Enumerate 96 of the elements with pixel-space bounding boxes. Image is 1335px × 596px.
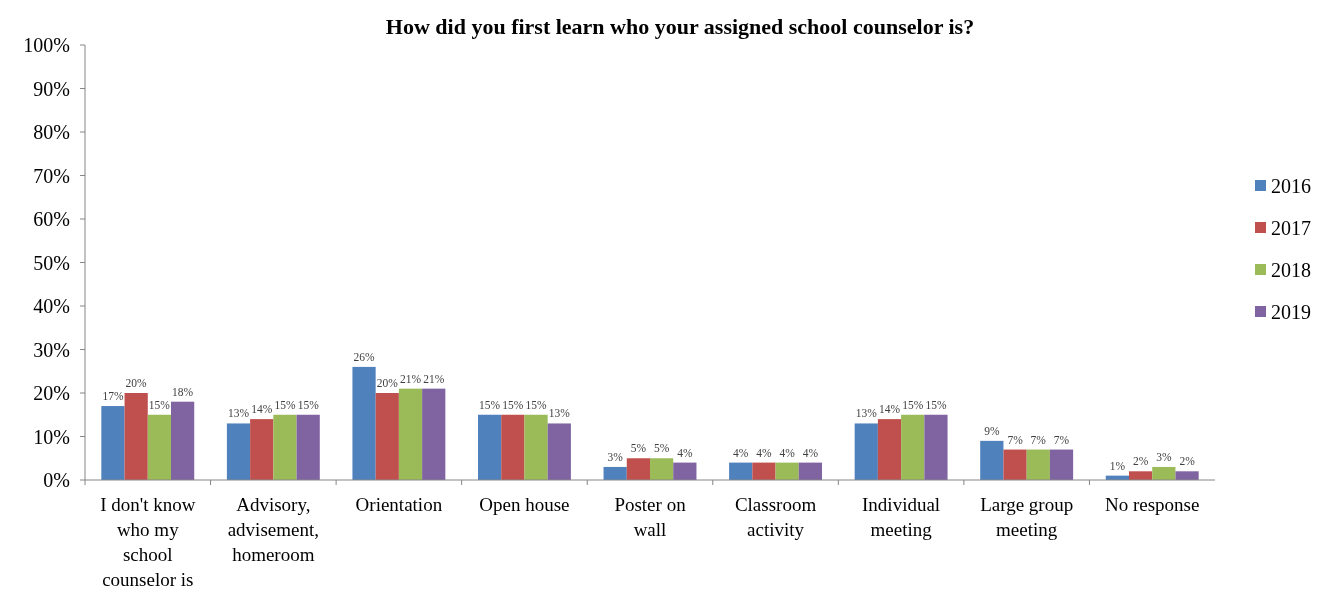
y-tick-label: 80% bbox=[33, 121, 70, 143]
data-label: 15% bbox=[274, 398, 296, 411]
bar bbox=[1049, 449, 1074, 480]
bar bbox=[524, 414, 548, 480]
bar bbox=[477, 414, 502, 480]
y-tick-label: 100% bbox=[23, 34, 70, 56]
data-label: 15% bbox=[525, 398, 548, 411]
y-tick-label: 20% bbox=[33, 382, 70, 404]
bar bbox=[501, 414, 525, 480]
data-label: 15% bbox=[902, 398, 924, 411]
x-tick-label: Poster on wall bbox=[614, 494, 687, 540]
bar bbox=[273, 414, 297, 480]
y-tick-label: 90% bbox=[33, 77, 70, 100]
bar bbox=[626, 458, 650, 480]
data-label: 17% bbox=[102, 390, 124, 403]
data-label: 14% bbox=[878, 403, 901, 416]
data-label: 1% bbox=[1109, 459, 1126, 472]
x-tick-label: Individual meeting bbox=[862, 494, 941, 540]
data-label: 14% bbox=[251, 403, 273, 416]
legend-label: 2019 bbox=[1271, 301, 1311, 323]
legend-label: 2017 bbox=[1271, 217, 1311, 239]
bar bbox=[1152, 466, 1176, 480]
bar bbox=[101, 406, 125, 480]
data-label: 13% bbox=[548, 407, 571, 420]
data-label: 15% bbox=[297, 398, 320, 411]
data-label: 15% bbox=[502, 398, 524, 411]
x-tick-label: Orientation bbox=[355, 494, 443, 515]
data-label: 4% bbox=[802, 446, 819, 459]
bar bbox=[980, 440, 1004, 480]
x-tick-label: Advisory, advisement, homeroom bbox=[227, 494, 319, 565]
data-label: 26% bbox=[353, 350, 375, 363]
data-label: 3% bbox=[607, 450, 624, 463]
data-label: 5% bbox=[653, 442, 670, 455]
data-label: 3% bbox=[1156, 450, 1172, 463]
bar bbox=[1175, 471, 1199, 480]
data-label: 21% bbox=[399, 372, 422, 385]
bar bbox=[752, 462, 776, 480]
bar bbox=[352, 366, 376, 480]
y-tick-label: 40% bbox=[33, 295, 70, 317]
x-tick-label: No response bbox=[1105, 494, 1200, 515]
bar bbox=[147, 414, 172, 480]
bar bbox=[375, 393, 399, 480]
bar bbox=[729, 462, 753, 480]
bar bbox=[296, 414, 320, 480]
data-label: 15% bbox=[148, 398, 171, 411]
bar bbox=[250, 419, 274, 480]
y-tick-label: 30% bbox=[33, 338, 70, 361]
bar bbox=[1026, 449, 1050, 480]
y-tick-label: 50% bbox=[33, 251, 70, 274]
data-label: 7% bbox=[1007, 433, 1024, 446]
bar bbox=[854, 423, 878, 480]
bar bbox=[673, 462, 697, 480]
bar bbox=[1128, 471, 1153, 480]
legend-label: 2018 bbox=[1271, 259, 1311, 281]
data-label: 13% bbox=[227, 407, 250, 420]
data-label: 20% bbox=[125, 377, 148, 389]
bar bbox=[603, 466, 627, 480]
y-tick-label: 70% bbox=[33, 164, 70, 187]
data-label: 4% bbox=[733, 446, 749, 459]
y-tick-label: 0% bbox=[43, 469, 70, 491]
data-label: 21% bbox=[423, 372, 445, 385]
data-label: 2% bbox=[1132, 455, 1149, 468]
data-label: 15% bbox=[479, 398, 501, 411]
data-label: 20% bbox=[376, 377, 399, 389]
y-tick-label: 10% bbox=[33, 425, 70, 448]
y-tick-label: 60% bbox=[33, 208, 70, 230]
data-label: 4% bbox=[756, 446, 773, 459]
bar bbox=[901, 414, 925, 480]
data-label: 4% bbox=[779, 446, 796, 459]
data-label: 13% bbox=[855, 407, 878, 420]
x-tick-label: Classroom activity bbox=[734, 494, 817, 540]
bar bbox=[226, 423, 251, 480]
x-tick-label: Large group meeting bbox=[980, 494, 1074, 540]
bar bbox=[1003, 449, 1027, 480]
bar bbox=[547, 423, 571, 480]
bar bbox=[124, 393, 148, 480]
data-label: 7% bbox=[1053, 433, 1070, 446]
legend-label: 2016 bbox=[1271, 175, 1311, 197]
bar bbox=[171, 401, 195, 480]
x-tick-label: I don't know who my school counselor is bbox=[100, 494, 196, 590]
bar bbox=[775, 462, 799, 480]
x-tick-label: Open house bbox=[479, 494, 570, 515]
data-label: 2% bbox=[1179, 455, 1196, 468]
data-label: 18% bbox=[172, 385, 194, 398]
data-label: 4% bbox=[677, 446, 693, 459]
chart-title: How did you first learn who your assigned school counselor is? bbox=[385, 14, 975, 39]
bar bbox=[798, 462, 823, 480]
data-label: 15% bbox=[925, 398, 947, 411]
data-label: 9% bbox=[984, 424, 1000, 437]
bar bbox=[877, 419, 902, 480]
bar bbox=[422, 388, 446, 480]
bar bbox=[650, 458, 674, 480]
data-label: 5% bbox=[630, 442, 647, 455]
bar bbox=[924, 414, 948, 480]
data-label: 7% bbox=[1030, 433, 1047, 446]
bar bbox=[398, 388, 423, 480]
